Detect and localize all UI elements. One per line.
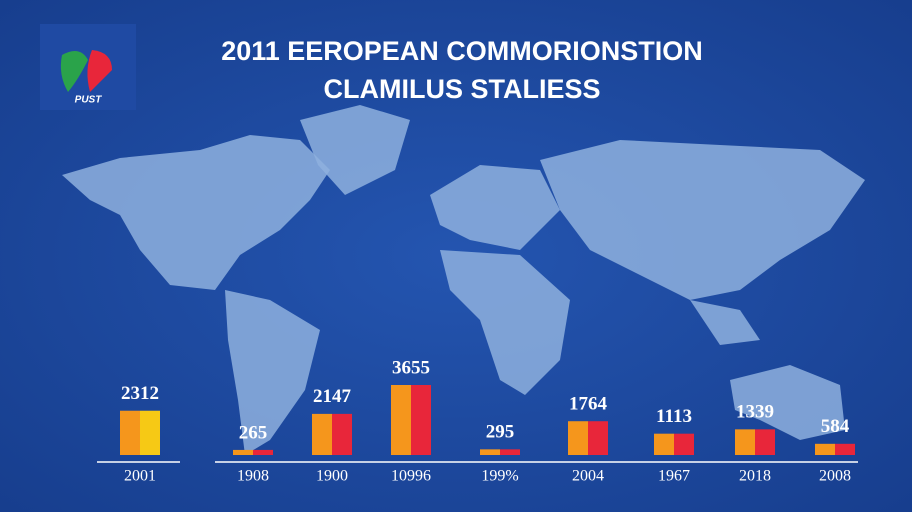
bar xyxy=(815,443,855,455)
bar-segment xyxy=(312,413,332,455)
logo-shape xyxy=(60,51,88,92)
x-tick-label: 2018 xyxy=(739,468,771,485)
value-label: 1113 xyxy=(656,406,692,427)
x-tick-label: 199% xyxy=(481,468,518,485)
chart-subtitle: CLAMILUS STALIESS xyxy=(323,74,600,104)
value-label: 3655 xyxy=(392,357,430,378)
bar xyxy=(480,449,520,455)
bar-segment xyxy=(654,433,674,455)
bar-segment xyxy=(480,449,500,455)
bar xyxy=(568,421,608,455)
x-tick-label: 1908 xyxy=(237,468,269,485)
logo-shape xyxy=(87,50,112,92)
x-tick-label: 1900 xyxy=(316,468,348,485)
value-label: 584 xyxy=(821,416,850,437)
bar-segment xyxy=(140,410,160,455)
logo-text: PUST xyxy=(75,95,103,106)
bar-segment xyxy=(253,449,273,455)
bar-segment xyxy=(391,385,411,455)
bar xyxy=(120,410,160,455)
world-map xyxy=(62,105,865,455)
value-label: 1339 xyxy=(736,402,774,423)
bar xyxy=(654,433,694,455)
x-tick-label: 1967 xyxy=(658,468,690,485)
bar-segment xyxy=(735,429,755,455)
logo: PUST xyxy=(40,24,136,110)
bar-segment xyxy=(588,421,608,455)
bar xyxy=(233,449,273,455)
x-tick-label: 2008 xyxy=(819,468,851,485)
value-label: 2312 xyxy=(121,383,159,404)
chart-title: 2011 EEROPEAN COMMORIONSTION xyxy=(221,36,703,66)
bar-segment xyxy=(835,443,855,455)
x-tick-label: 2004 xyxy=(572,468,604,485)
bar-segment xyxy=(568,421,588,455)
bar-segment xyxy=(411,385,431,455)
bar xyxy=(391,385,431,455)
bar xyxy=(312,413,352,455)
bar-segment xyxy=(815,443,835,455)
bar-segment xyxy=(332,413,352,455)
bar xyxy=(735,429,775,455)
bar-segment xyxy=(120,410,140,455)
bar-segment xyxy=(233,449,253,455)
bar-segment xyxy=(500,449,520,455)
value-label: 1764 xyxy=(569,394,608,415)
x-tick-label: 10996 xyxy=(391,468,431,485)
value-label: 295 xyxy=(486,422,515,443)
x-tick-label: 2001 xyxy=(124,468,156,485)
value-label: 265 xyxy=(239,422,268,443)
bar-segment xyxy=(755,429,775,455)
value-label: 2147 xyxy=(313,386,352,407)
bar-segment xyxy=(674,433,694,455)
